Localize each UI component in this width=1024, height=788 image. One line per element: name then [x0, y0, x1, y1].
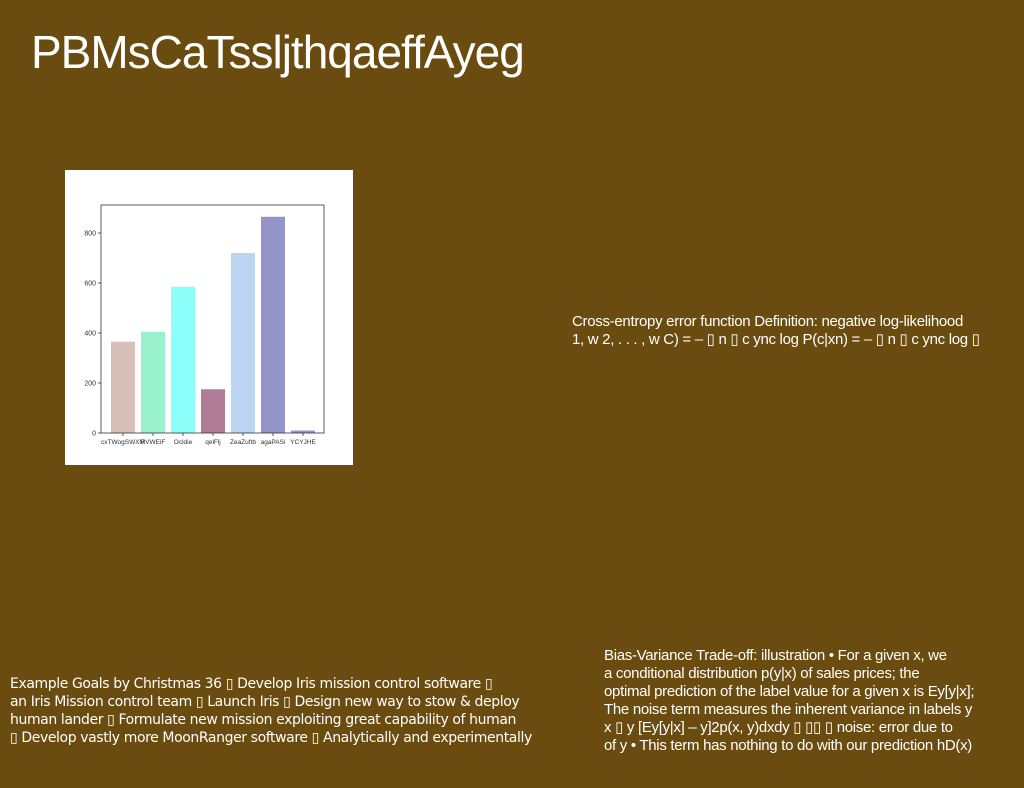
- bar-qelFlj: [201, 389, 225, 433]
- bias-variance-line: x ▯ y [Ey[y|x] – y]2p(x, y)dxdy ▯ ▯▯ ▯ n…: [604, 719, 953, 736]
- goals-line: human lander ▯ Formulate new mission exp…: [10, 712, 516, 728]
- bias-variance-text: Bias-Variance Trade-off: illustration • …: [604, 647, 1024, 755]
- bar-RVWEiF: [141, 331, 165, 433]
- bar-chart: 0 200 400 600 800 cxTWogSWXM RVWEiF Ocldie qelF…: [65, 170, 353, 465]
- x-tick-label: RVWEiF: [141, 439, 166, 446]
- x-tick-label: agaPASi: [261, 439, 286, 446]
- y-tick-label: 0: [92, 431, 96, 438]
- y-tick-label: 200: [84, 381, 96, 388]
- x-tick-label: qelFlj: [205, 439, 221, 446]
- bias-variance-line: of y • This term has nothing to do with …: [604, 737, 972, 754]
- cross-entropy-text: Cross-entropy error function Definition:…: [572, 313, 1024, 349]
- goals-line: an Iris Mission control team ▯ Launch Ir…: [10, 694, 520, 710]
- goals-line: ▯ Develop vastly more MoonRanger softwar…: [10, 730, 532, 746]
- y-axis: 0 200 400 600 800: [84, 231, 101, 438]
- x-tick-label: ZeaZuftb: [230, 439, 256, 446]
- bar-ZeaZuftb: [231, 253, 255, 433]
- bias-variance-line: optimal prediction of the label value fo…: [604, 683, 975, 700]
- goals-line: Example Goals by Christmas 36 ▯ Develop …: [10, 676, 493, 692]
- bias-variance-line: The noise term measures the inherent var…: [604, 701, 973, 718]
- y-tick-label: 800: [84, 231, 96, 238]
- bar-agaPASi: [261, 216, 285, 433]
- y-tick-label: 600: [84, 281, 96, 288]
- x-tick-label: cxTWogSWXM: [101, 439, 145, 446]
- x-tick-label: YCYJHE: [290, 439, 316, 446]
- plot-frame: [100, 204, 325, 434]
- bars: [111, 216, 315, 433]
- goals-text: Example Goals by Christmas 36 ▯ Develop …: [10, 675, 590, 747]
- cross-entropy-line: Cross-entropy error function Definition:…: [572, 313, 964, 330]
- cross-entropy-line: 1, w 2, . . . , w C) = – ▯ n ▯ c ync log…: [572, 331, 980, 348]
- bias-variance-line: a conditional distribution p(y|x) of sal…: [604, 665, 920, 682]
- x-tick-label: Ocldie: [174, 439, 193, 446]
- bar-YCYJHE: [291, 430, 315, 433]
- bias-variance-line: Bias-Variance Trade-off: illustration • …: [604, 647, 947, 664]
- y-tick-label: 400: [84, 331, 96, 338]
- slide-title: PBMsCaTssljthqaeffAyeg: [31, 26, 525, 78]
- bar-Ocldie: [171, 286, 195, 433]
- bar-cxTWogSWXM: [111, 341, 135, 433]
